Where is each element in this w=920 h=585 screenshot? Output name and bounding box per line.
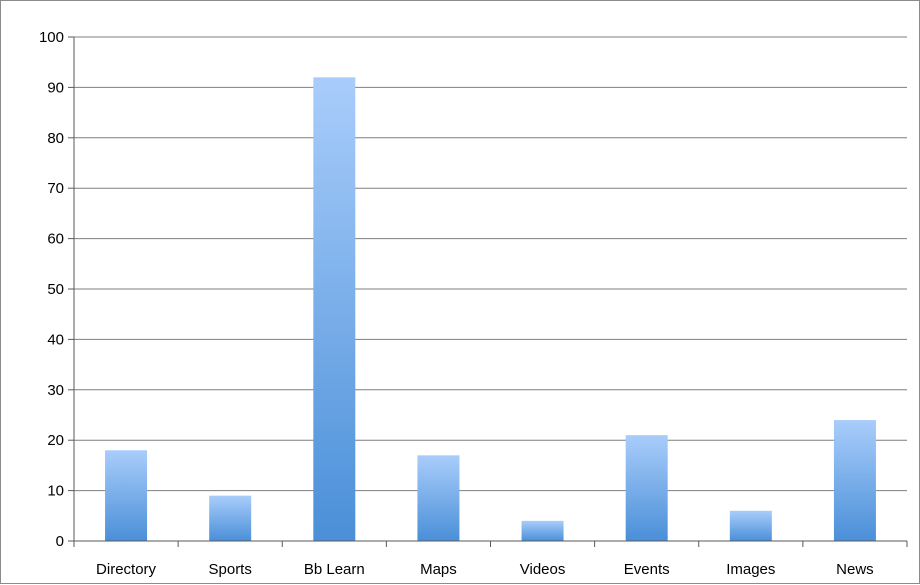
y-tick-label-0: 0 bbox=[56, 533, 64, 550]
bars bbox=[105, 77, 876, 541]
x-tick-label-maps: Maps bbox=[420, 561, 457, 578]
bar-sports bbox=[209, 495, 252, 541]
y-tick-label-70: 70 bbox=[47, 180, 64, 197]
bar-news bbox=[833, 420, 876, 541]
bar-events bbox=[625, 435, 668, 541]
y-tick-label-60: 60 bbox=[47, 231, 64, 248]
x-axis-tick-labels: Directory Sports Bb Learn Maps Videos Events I… bbox=[96, 561, 874, 578]
y-tick-label-30: 30 bbox=[47, 382, 64, 399]
y-tick-label-80: 80 bbox=[47, 130, 64, 147]
y-tick-label-10: 10 bbox=[47, 483, 64, 500]
bar-videos bbox=[521, 520, 564, 541]
gridlines bbox=[74, 36, 907, 492]
axes bbox=[73, 37, 908, 547]
y-tick-label-20: 20 bbox=[47, 432, 64, 449]
x-tick-label-events: Events bbox=[624, 561, 670, 578]
y-tick-label-40: 40 bbox=[47, 331, 64, 348]
y-tick-label-100: 100 bbox=[39, 29, 64, 46]
bar-maps bbox=[417, 455, 460, 541]
x-tick-label-videos: Videos bbox=[520, 561, 566, 578]
bar-directory bbox=[105, 450, 148, 541]
bar-bb-learn bbox=[313, 77, 356, 541]
x-tick-label-bb-learn: Bb Learn bbox=[304, 561, 365, 578]
x-tick-label-directory: Directory bbox=[96, 561, 157, 578]
x-tick-label-news: News bbox=[836, 561, 874, 578]
x-tick-label-sports: Sports bbox=[209, 561, 252, 578]
x-tick-label-images: Images bbox=[726, 561, 775, 578]
bar-images bbox=[729, 510, 772, 541]
y-tick-label-50: 50 bbox=[47, 281, 64, 298]
y-axis-tick-labels: 0 10 20 30 40 50 60 70 80 90 100 bbox=[39, 29, 74, 550]
y-tick-label-90: 90 bbox=[47, 79, 64, 96]
